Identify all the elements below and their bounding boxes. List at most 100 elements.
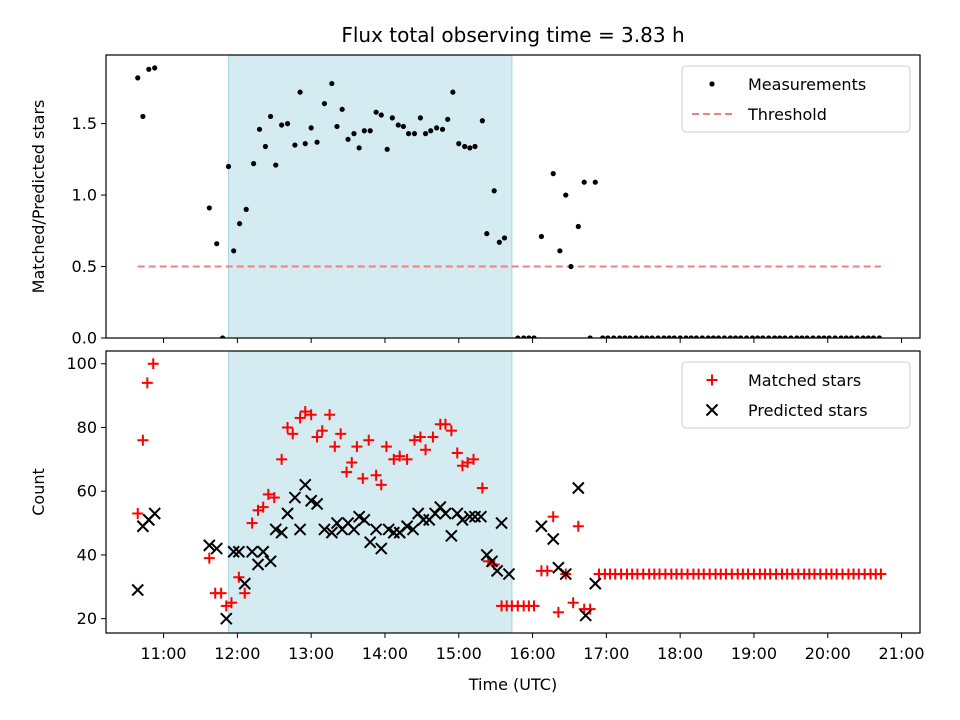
data-point — [732, 335, 739, 338]
data-point — [826, 335, 832, 338]
data-point — [445, 529, 458, 543]
marker-stroke — [474, 510, 488, 523]
data-point — [203, 552, 215, 564]
data-point — [605, 335, 611, 338]
y-axis-label: Matched/Predicted stars — [29, 100, 48, 294]
data-point — [456, 141, 462, 147]
data-point — [439, 126, 446, 132]
marker-stroke — [480, 548, 494, 562]
data-point — [370, 469, 382, 481]
marker-stroke — [417, 513, 430, 527]
data-point — [401, 453, 413, 465]
legend-box — [681, 361, 911, 429]
data-point — [267, 113, 274, 120]
data-point — [451, 447, 463, 459]
data-point — [132, 508, 144, 520]
marker-stroke — [572, 481, 585, 495]
data-point — [799, 335, 805, 338]
data-point — [294, 412, 306, 424]
data-point — [369, 523, 383, 536]
data-point — [346, 457, 358, 469]
data-point — [644, 335, 650, 338]
y-tick-label: 80 — [77, 418, 97, 437]
data-point — [140, 113, 146, 120]
data-point — [490, 564, 504, 578]
data-point — [709, 81, 715, 87]
data-point — [622, 335, 628, 338]
y-tick-label: 0.5 — [72, 257, 97, 276]
data-point — [227, 545, 240, 558]
marker-stroke — [490, 564, 504, 578]
data-point — [256, 545, 270, 558]
data-point — [363, 434, 375, 446]
data-point — [264, 555, 277, 568]
data-point — [474, 510, 488, 523]
legend-label: Predicted stars — [748, 401, 868, 420]
legend: Matched stars Predicted stars — [681, 361, 911, 429]
chart-title: Flux total observing time = 3.83 h — [341, 23, 684, 47]
data-point — [339, 106, 345, 112]
marker-stroke — [220, 612, 233, 625]
data-point — [422, 131, 429, 137]
data-point — [395, 122, 401, 128]
data-point — [572, 520, 584, 532]
x-tick-label: 18:00 — [657, 644, 703, 663]
data-point — [688, 335, 694, 338]
data-point — [677, 335, 683, 338]
data-point — [251, 558, 265, 571]
data-point — [299, 406, 311, 418]
data-point — [302, 141, 308, 147]
data-point — [550, 171, 556, 177]
data-point — [661, 335, 667, 338]
marker-stroke — [535, 520, 548, 533]
data-point — [810, 335, 816, 338]
data-point — [321, 100, 328, 107]
legend-label: Measurements — [748, 75, 866, 94]
data-point — [347, 523, 361, 536]
data-point — [257, 501, 269, 513]
data-points — [131, 358, 887, 625]
marker-stroke — [347, 523, 361, 536]
data-point — [427, 431, 439, 443]
marker-stroke — [552, 561, 565, 574]
data-point — [760, 335, 766, 338]
data-point — [405, 131, 412, 137]
data-point — [324, 409, 336, 421]
x-tick-label: 17:00 — [583, 644, 629, 663]
data-point — [572, 481, 585, 495]
marker-stroke — [352, 510, 366, 523]
data-point — [329, 80, 335, 87]
x-tick-label: 16:00 — [510, 644, 556, 663]
data-point — [575, 223, 581, 230]
marker-stroke — [269, 523, 282, 536]
data-point — [715, 335, 722, 338]
data-point — [345, 136, 351, 142]
data-point — [843, 335, 849, 338]
data-point — [627, 335, 633, 338]
data-point — [579, 609, 592, 622]
data-point — [552, 606, 564, 618]
marker-stroke — [559, 567, 572, 581]
data-point — [273, 162, 279, 168]
marker-stroke — [299, 478, 312, 492]
data-point — [268, 492, 280, 504]
data-point — [220, 335, 226, 338]
data-point — [649, 335, 655, 338]
data-point — [462, 457, 474, 469]
data-point — [521, 335, 527, 338]
data-point — [567, 597, 579, 609]
x-tick-label: 13:00 — [288, 644, 334, 663]
data-point — [794, 335, 800, 338]
marker-stroke — [210, 542, 223, 555]
x-tick-label: 19:00 — [731, 644, 777, 663]
data-point — [821, 335, 827, 338]
data-point — [772, 335, 778, 338]
data-point — [445, 425, 457, 437]
data-point — [305, 409, 317, 421]
data-point — [496, 239, 502, 245]
data-point — [563, 192, 569, 198]
data-point — [400, 123, 407, 130]
data-point — [468, 510, 482, 523]
y-tick-label: 20 — [77, 609, 97, 628]
data-point — [526, 335, 532, 338]
